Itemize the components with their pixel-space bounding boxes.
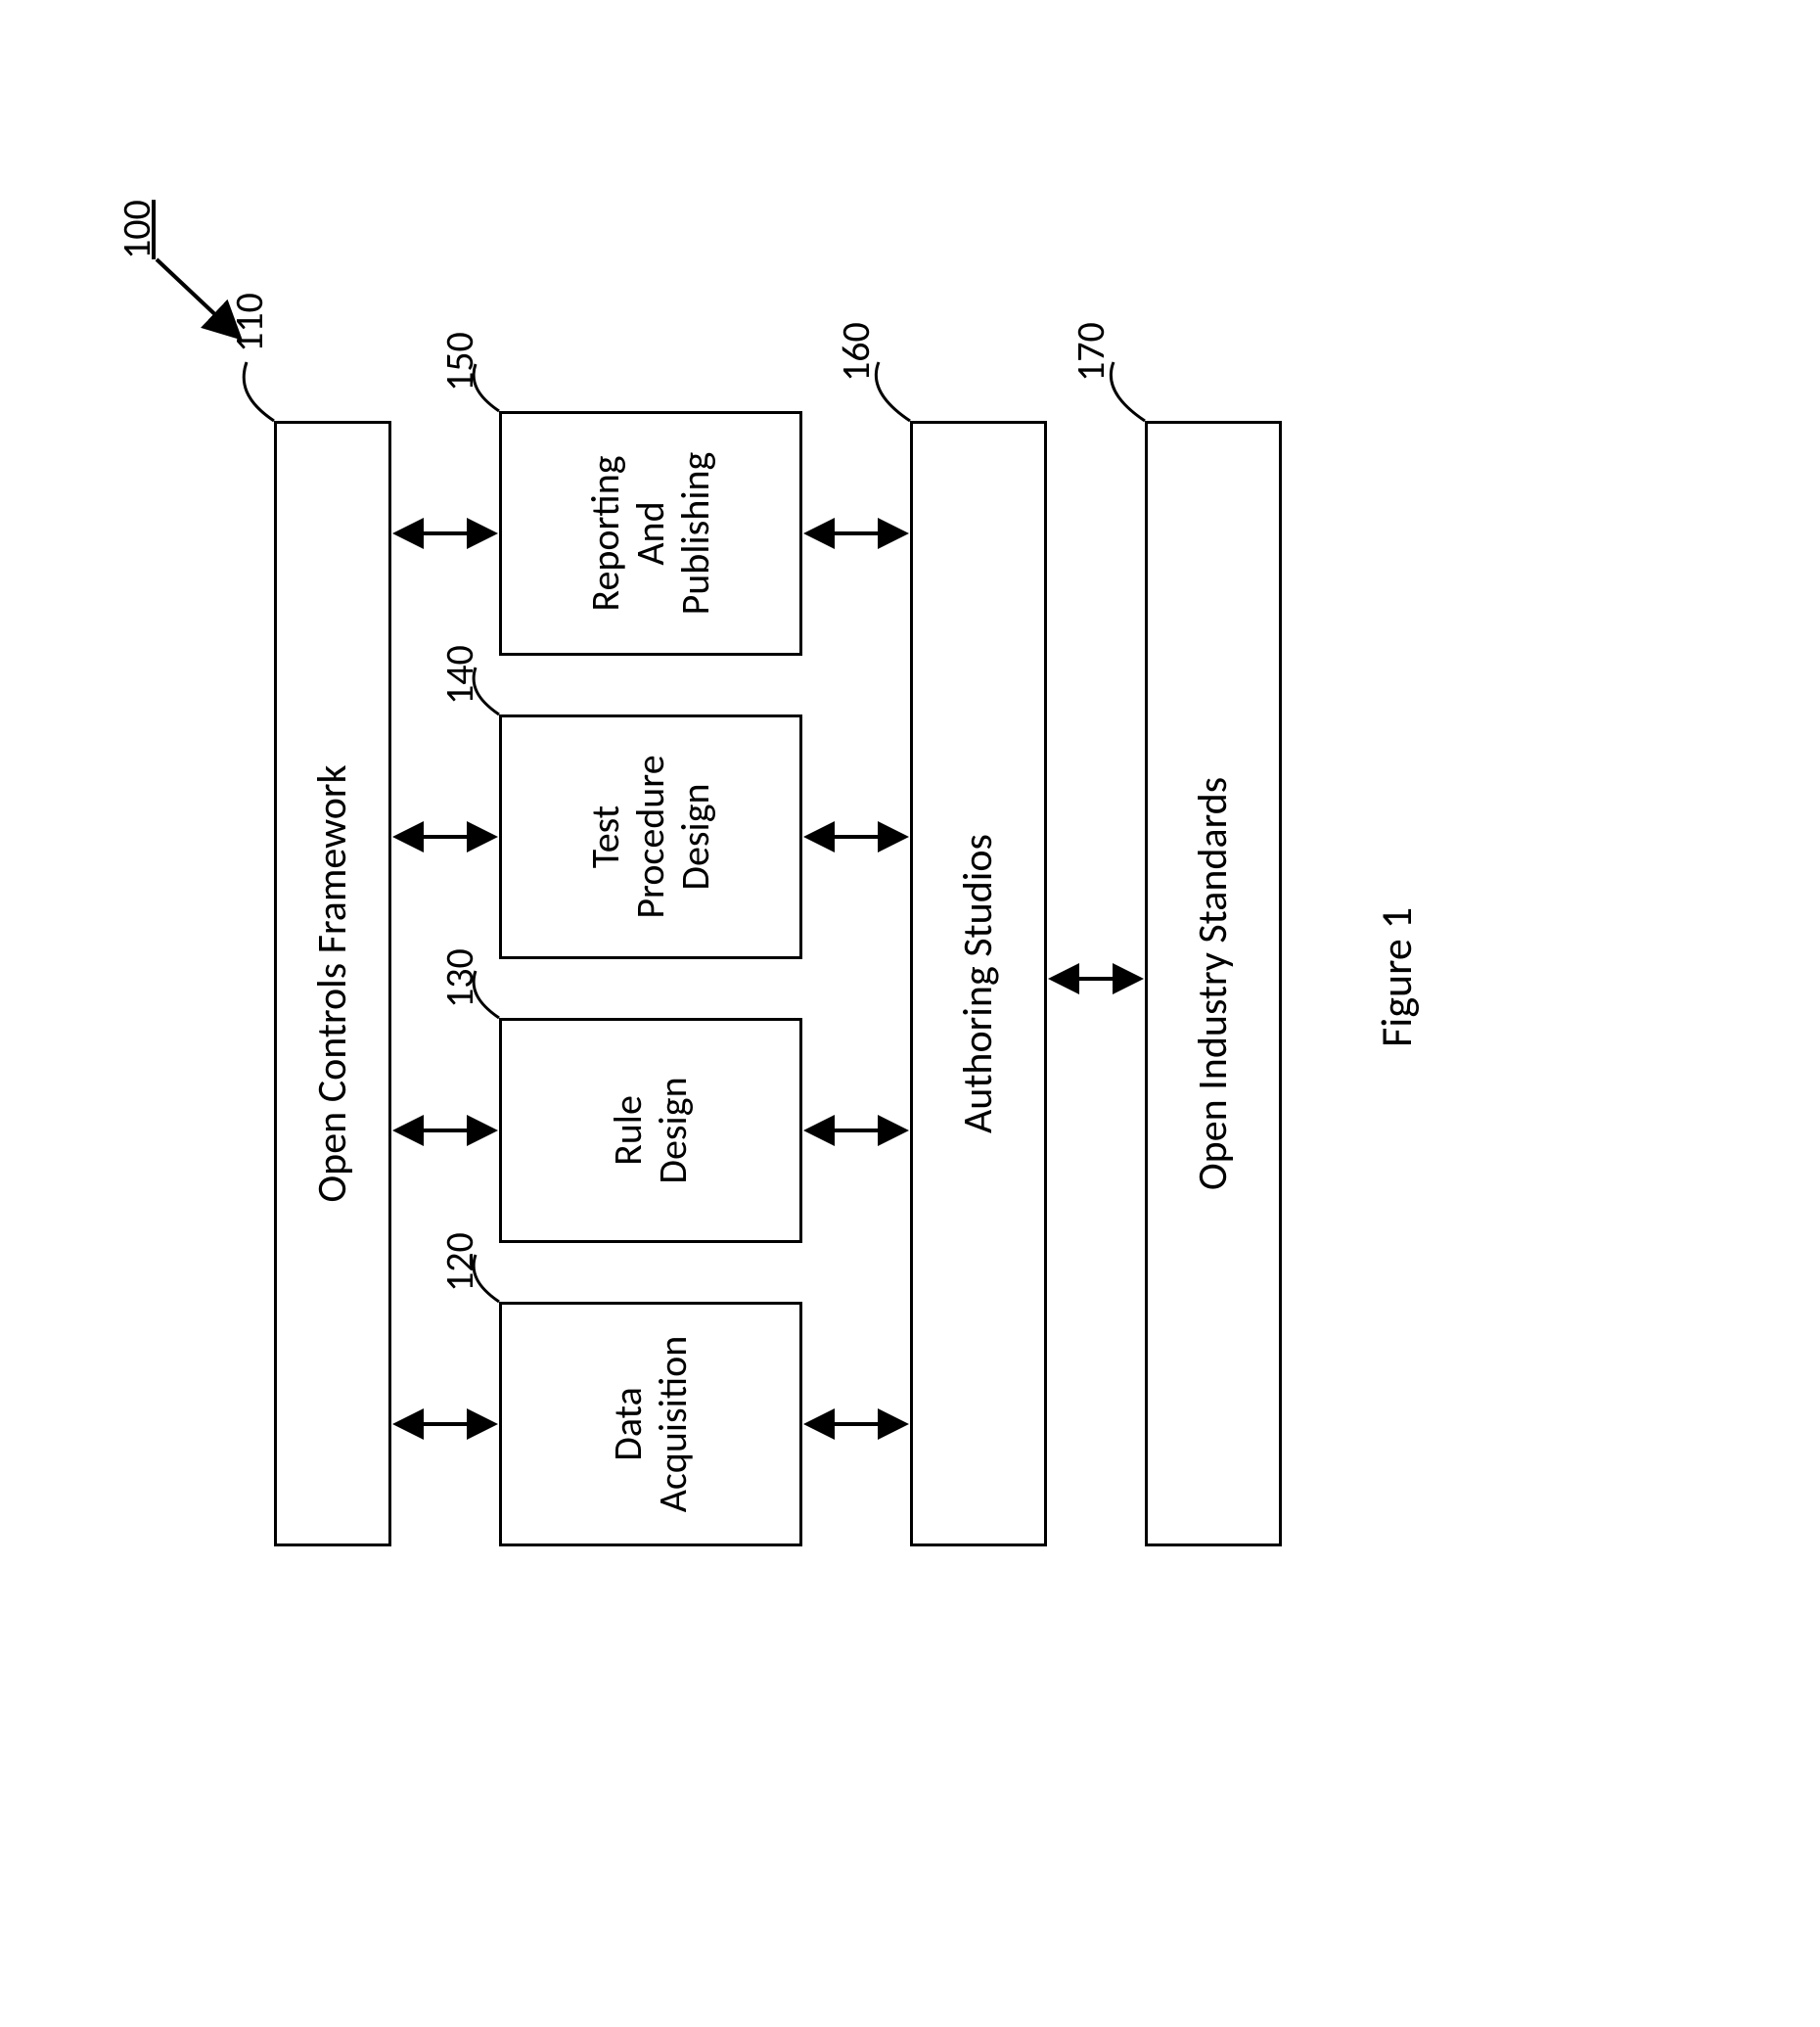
block-test-procedure-design: Test Procedure Design bbox=[499, 714, 802, 959]
ref-150: 150 bbox=[435, 332, 483, 392]
block-authoring-studios: Authoring Studios bbox=[910, 421, 1047, 1546]
block-reporting-publishing: Reporting And Publishing bbox=[499, 411, 802, 656]
ref-130: 130 bbox=[435, 948, 483, 1008]
block-rule-design: Rule Design bbox=[499, 1018, 802, 1243]
block-label: Data Acquisition bbox=[606, 1336, 696, 1513]
diagram-container: Open Controls Framework 110 Data Acquisi… bbox=[186, 215, 1360, 1683]
block-label: Rule Design bbox=[606, 1077, 696, 1183]
ref-120: 120 bbox=[435, 1232, 483, 1292]
ref-160: 160 bbox=[832, 322, 880, 382]
block-open-controls-framework: Open Controls Framework bbox=[274, 421, 391, 1546]
block-data-acquisition: Data Acquisition bbox=[499, 1302, 802, 1546]
ref-110: 110 bbox=[225, 293, 273, 352]
block-label: Test Procedure Design bbox=[583, 755, 718, 918]
block-label: Reporting And Publishing bbox=[583, 452, 718, 616]
ref-100: 100 bbox=[113, 200, 160, 259]
block-open-industry-standards: Open Industry Standards bbox=[1145, 421, 1282, 1546]
ref-170: 170 bbox=[1067, 322, 1115, 382]
block-label: Open Industry Standards bbox=[1190, 777, 1237, 1190]
ref-140: 140 bbox=[435, 645, 483, 705]
figure-caption: Figure 1 bbox=[1370, 907, 1423, 1047]
block-label: Open Controls Framework bbox=[309, 764, 356, 1202]
block-label: Authoring Studios bbox=[955, 834, 1002, 1133]
